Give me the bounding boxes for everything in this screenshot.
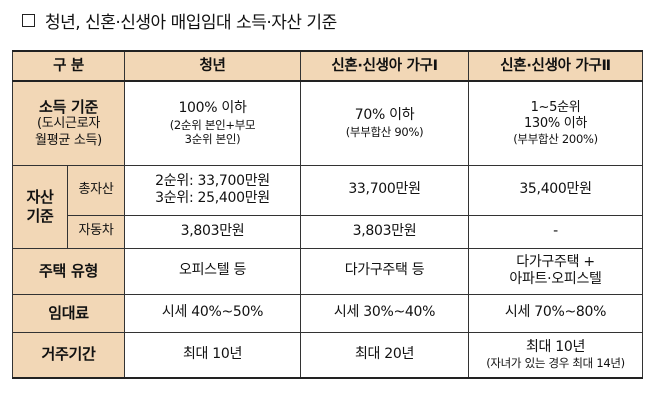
header-newlywed-2: 신혼·신생아 가구Ⅱ xyxy=(468,50,644,82)
housing-n1: 다가구주택 등 xyxy=(300,247,470,295)
rent-n2: 시세 70%~80% xyxy=(468,293,644,333)
income-sub1: (도시근로자 xyxy=(36,116,101,132)
document-title: 청년, 신혼·신생아 매입임대 소득·자산 기준 xyxy=(22,8,337,33)
housing-n2-2: 아파트·오피스텔 xyxy=(509,271,602,287)
header-newlywed-1: 신혼·신생아 가구Ⅰ xyxy=(300,50,470,82)
asset-label-cell: 자산 기준 xyxy=(12,164,68,249)
housing-n2-cell: 다가구주택 + 아파트·오피스텔 xyxy=(468,247,644,295)
asset-label-1: 자산 xyxy=(26,187,54,206)
income-row: 소득 기준 (도시근로자 월평균 소득) 100% 이하 (2순위 본인+부모 … xyxy=(11,80,644,166)
asset-youth-2: 3순위: 25,400만원 xyxy=(155,190,270,206)
residence-n2-main: 최대 10년 xyxy=(525,338,586,355)
housing-row: 주택 유형 오피스텔 등 다가구주택 등 다가구주택 + 아파트·오피스텔 xyxy=(11,247,644,295)
income-youth-sub1: (2순위 본인+부모 xyxy=(169,117,256,132)
income-youth-sub2: 3순위 본인) xyxy=(184,132,241,146)
asset-n2: 35,400만원 xyxy=(468,164,644,216)
criteria-table: 구 분 청년 신혼·신생아 가구Ⅰ 신혼·신생아 가구Ⅱ 소득 기준 (도시근로… xyxy=(11,50,644,379)
header-youth: 청년 xyxy=(124,50,302,82)
housing-youth: 오피스텔 등 xyxy=(124,247,302,295)
car-n2: - xyxy=(468,214,644,249)
residence-n2-sub: (자녀가 있는 경우 최대 14년) xyxy=(486,356,625,371)
income-n1-cell: 70% 이하 (부부합산 90%) xyxy=(300,80,470,166)
rent-youth: 시세 40%~50% xyxy=(124,293,302,333)
header-category: 구 분 xyxy=(11,50,126,82)
residence-label: 거주기간 xyxy=(11,331,126,379)
header-row: 구 분 청년 신혼·신생아 가구Ⅰ 신혼·신생아 가구Ⅱ xyxy=(11,50,644,82)
income-label: 소득 기준 xyxy=(39,97,98,116)
income-n2-sub: (부부합산 200%) xyxy=(513,132,598,147)
residence-row: 거주기간 최대 10년 최대 20년 최대 10년 (자녀가 있는 경우 최대 … xyxy=(11,331,644,379)
asset-youth-cell: 2순위: 33,700만원 3순위: 25,400만원 xyxy=(124,164,302,216)
income-n1-sub: (부부합산 90%) xyxy=(345,124,424,139)
housing-label: 주택 유형 xyxy=(11,247,126,295)
car-label: 자동차 xyxy=(66,214,126,249)
income-youth-cell: 100% 이하 (2순위 본인+부모 3순위 본인) xyxy=(124,80,302,166)
title-text: 청년, 신혼·신생아 매입임대 소득·자산 기준 xyxy=(45,12,337,33)
residence-n2-cell: 최대 10년 (자녀가 있는 경우 최대 14년) xyxy=(468,331,644,379)
income-youth-main: 100% 이하 xyxy=(178,100,247,117)
car-n1: 3,803만원 xyxy=(300,214,470,249)
car-row: 자동차 3,803만원 3,803만원 - xyxy=(13,214,644,249)
income-n1-main: 70% 이하 xyxy=(354,107,415,124)
asset-total-row: 자산 기준 총자산 2순위: 33,700만원 3순위: 25,400만원 33… xyxy=(12,164,644,249)
residence-n1: 최대 20년 xyxy=(300,331,470,379)
total-asset-label: 총자산 xyxy=(66,164,126,216)
asset-label-2: 기준 xyxy=(26,206,54,225)
car-youth: 3,803만원 xyxy=(124,214,302,249)
asset-n1: 33,700만원 xyxy=(300,164,470,216)
residence-youth: 최대 10년 xyxy=(124,331,302,379)
income-n2-main1: 1~5순위 xyxy=(530,99,581,115)
income-n2-cell: 1~5순위 130% 이하 (부부합산 200%) xyxy=(468,80,644,166)
income-sub2: 월평균 소득) xyxy=(35,132,102,148)
checkbox-square-icon xyxy=(22,13,35,27)
rent-n1: 시세 30%~40% xyxy=(300,293,470,333)
rent-row: 임대료 시세 40%~50% 시세 30%~40% 시세 70%~80% xyxy=(11,293,644,333)
income-label-cell: 소득 기준 (도시근로자 월평균 소득) xyxy=(11,80,126,166)
rent-label: 임대료 xyxy=(11,293,126,333)
income-n2-main2: 130% 이하 xyxy=(523,116,588,132)
asset-youth-1: 2순위: 33,700만원 xyxy=(155,172,270,189)
housing-n2-1: 다가구주택 + xyxy=(516,253,595,270)
